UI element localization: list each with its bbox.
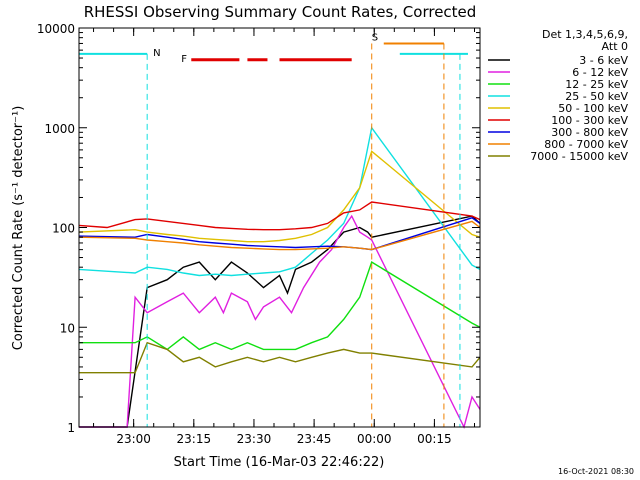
plot-data bbox=[78, 126, 481, 429]
flag-label: N bbox=[153, 48, 160, 59]
y-tick-label: 1000 bbox=[44, 122, 75, 136]
legend-entry-label: 25 - 50 keV bbox=[565, 90, 628, 103]
y-axis: 1 10 100 1000 10000 bbox=[37, 22, 480, 435]
legend-entry-label: 300 - 800 keV bbox=[551, 126, 628, 139]
legend-entry-label: 6 - 12 keV bbox=[572, 66, 628, 79]
y-tick-label: 1 bbox=[67, 421, 75, 435]
series-line-5 bbox=[78, 201, 481, 231]
legend-entry-label: 7000 - 15000 keV bbox=[530, 150, 628, 163]
x-tick-label: 23:30 bbox=[237, 432, 272, 446]
legend-entry-label: 3 - 6 keV bbox=[579, 54, 628, 67]
y-tick-label: 10000 bbox=[37, 22, 75, 36]
legend-entry-label: 12 - 25 keV bbox=[565, 78, 628, 91]
x-tick-label: 23:45 bbox=[297, 432, 332, 446]
x-tick-label: 00:00 bbox=[357, 432, 392, 446]
series-line-4 bbox=[78, 150, 481, 243]
legend-entry-label: 100 - 300 keV bbox=[551, 114, 628, 127]
flag-label: F bbox=[181, 54, 187, 65]
footer-timestamp: 16-Oct-2021 08:30 bbox=[558, 467, 634, 476]
series-line-7 bbox=[78, 220, 481, 251]
series-line-1 bbox=[79, 214, 481, 429]
y-axis-label: Corrected Count Rate (s⁻¹ detector⁻¹) bbox=[11, 106, 26, 351]
series-line-0 bbox=[79, 215, 481, 428]
legend-entry-label: 800 - 7000 keV bbox=[544, 138, 628, 151]
y-tick-label: 100 bbox=[52, 222, 75, 236]
chart-title: RHESSI Observing Summary Count Rates, Co… bbox=[84, 3, 477, 21]
x-axis: 23:00 23:15 23:30 23:45 00:00 00:15 bbox=[93, 28, 476, 446]
x-tick-label: 23:15 bbox=[177, 432, 212, 446]
legend-header: Det 1,3,4,5,6,9, bbox=[542, 28, 628, 41]
y-tick-label: 10 bbox=[60, 321, 75, 335]
flag-bars: N S F bbox=[79, 32, 468, 427]
legend-header: Att 0 bbox=[602, 40, 628, 53]
series-line-8 bbox=[79, 341, 481, 374]
x-tick-label: 23:00 bbox=[116, 432, 151, 446]
x-tick-label: 00:15 bbox=[417, 432, 452, 446]
x-axis-label: Start Time (16-Mar-03 22:46:22) bbox=[174, 455, 385, 470]
flag-label: S bbox=[372, 32, 378, 43]
legend-entry-label: 50 - 100 keV bbox=[558, 102, 628, 115]
